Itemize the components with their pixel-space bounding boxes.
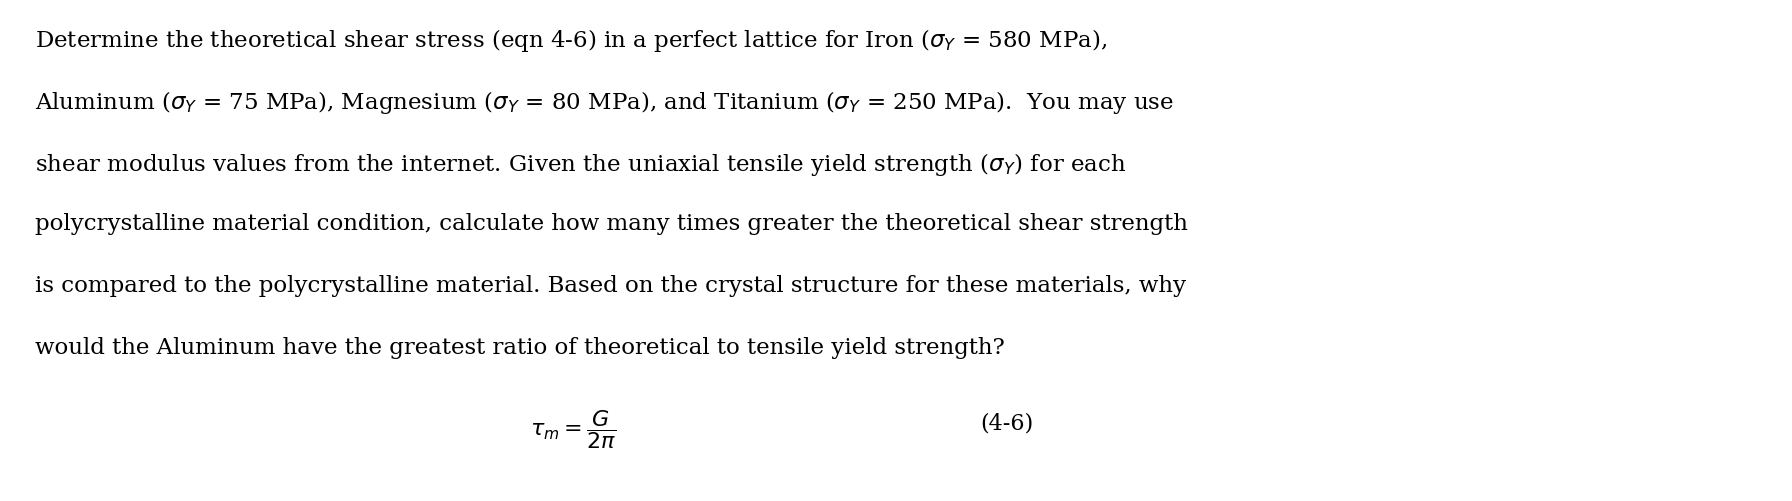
Text: polycrystalline material condition, calculate how many times greater the theoret: polycrystalline material condition, calc…	[36, 212, 1188, 234]
Text: (4-6): (4-6)	[980, 412, 1034, 434]
Text: is compared to the polycrystalline material. Based on the crystal structure for : is compared to the polycrystalline mater…	[36, 275, 1186, 297]
Text: $\tau_m = \dfrac{G}{2\pi}$: $\tau_m = \dfrac{G}{2\pi}$	[530, 408, 616, 450]
Text: Aluminum ($\sigma_Y$ = 75 MPa), Magnesium ($\sigma_Y$ = 80 MPa), and Titanium ($: Aluminum ($\sigma_Y$ = 75 MPa), Magnesiu…	[36, 89, 1174, 116]
Text: Determine the theoretical shear stress (eqn 4-6) in a perfect lattice for Iron (: Determine the theoretical shear stress (…	[36, 27, 1107, 54]
Text: would the Aluminum have the greatest ratio of theoretical to tensile yield stren: would the Aluminum have the greatest rat…	[36, 336, 1005, 358]
Text: shear modulus values from the internet. Given the uniaxial tensile yield strengt: shear modulus values from the internet. …	[36, 151, 1125, 178]
